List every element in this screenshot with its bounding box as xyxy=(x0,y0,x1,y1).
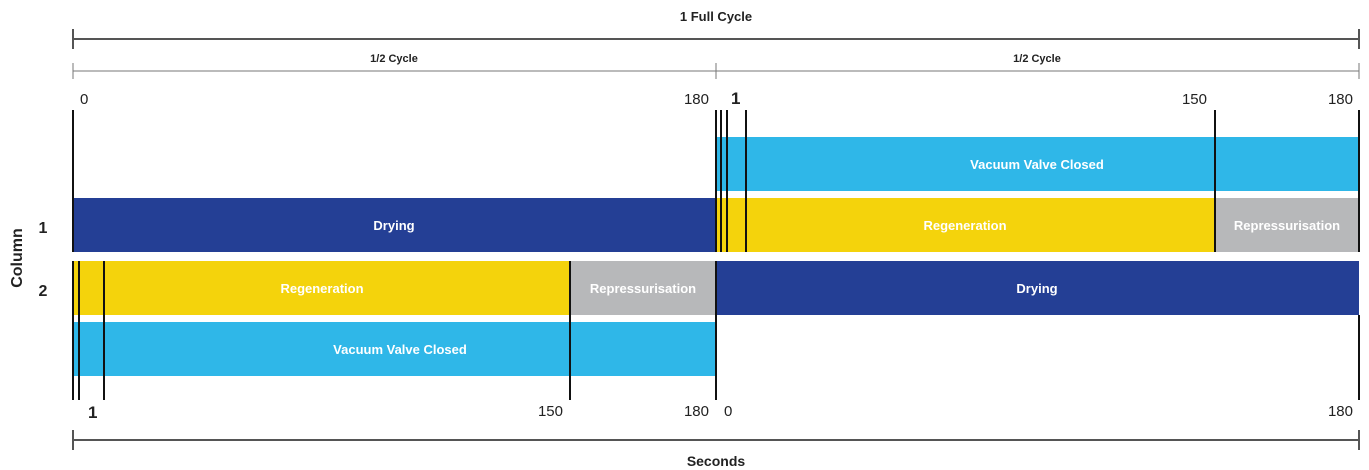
c2-repressurisation-bar xyxy=(570,261,716,315)
top-marker-1: 1 xyxy=(731,89,740,108)
column-2-bars xyxy=(73,261,1359,376)
c1-vacuum-bar xyxy=(716,137,1359,191)
top-tick-180-right: 180 xyxy=(1328,91,1353,108)
column-1-bars xyxy=(73,137,1359,252)
c2-vacuum-label: Vacuum Valve Closed xyxy=(333,342,467,357)
y-axis-title: Column xyxy=(9,228,26,288)
c1-drying-bar xyxy=(73,198,716,252)
column-1-label: 1 xyxy=(39,220,48,237)
c1-repressurisation-bar xyxy=(1215,198,1359,252)
c1-drying-label: Drying xyxy=(373,218,414,233)
marker-lines xyxy=(72,110,1360,400)
bottom-marker-1: 1 xyxy=(88,403,97,422)
bottom-tick-180-right: 180 xyxy=(1328,403,1353,420)
c2-vacuum-bar xyxy=(73,322,716,376)
full-cycle-bracket xyxy=(72,29,1360,49)
full-cycle-label: 1 Full Cycle xyxy=(680,9,752,24)
seconds-bracket xyxy=(72,430,1360,450)
c2-repressurisation-label: Repressurisation xyxy=(590,281,696,296)
top-tick-150: 150 xyxy=(1182,91,1207,108)
column-2-label: 2 xyxy=(39,283,48,300)
c2-drying-bar xyxy=(716,261,1359,315)
top-tick-0: 0 xyxy=(80,91,88,108)
c1-regeneration-bar xyxy=(716,198,1215,252)
c2-drying-label: Drying xyxy=(1016,281,1057,296)
top-tick-180-left: 180 xyxy=(684,91,709,108)
half-cycle-brackets xyxy=(72,63,1360,79)
c1-vacuum-label: Vacuum Valve Closed xyxy=(970,157,1104,172)
c1-repressurisation-label: Repressurisation xyxy=(1234,218,1340,233)
x-axis-title: Seconds xyxy=(687,453,746,469)
half-cycle-right-label: 1/2 Cycle xyxy=(1013,53,1061,65)
c2-regeneration-label: Regeneration xyxy=(280,281,363,296)
bottom-tick-0: 0 xyxy=(724,403,732,420)
bottom-tick-150: 150 xyxy=(538,403,563,420)
half-cycle-left-label: 1/2 Cycle xyxy=(370,53,418,65)
c1-regeneration-label: Regeneration xyxy=(923,218,1006,233)
bottom-tick-180-left: 180 xyxy=(684,403,709,420)
c2-regeneration-bar xyxy=(73,261,570,315)
